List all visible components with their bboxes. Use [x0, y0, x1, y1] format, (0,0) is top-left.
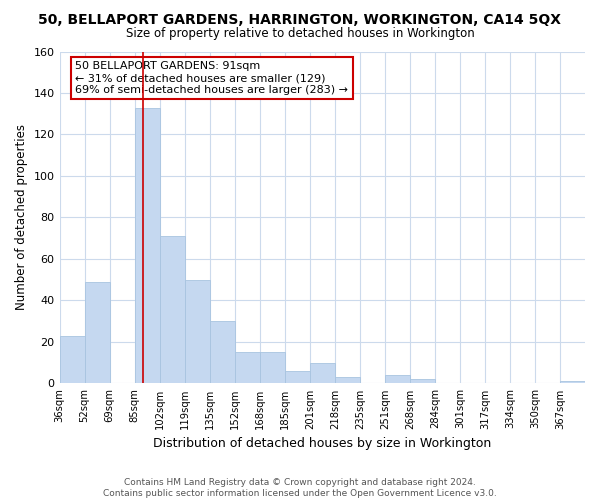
Bar: [134, 108, 160, 384]
Bar: [310, 362, 335, 384]
Text: 50 BELLAPORT GARDENS: 91sqm
← 31% of detached houses are smaller (129)
69% of se: 50 BELLAPORT GARDENS: 91sqm ← 31% of det…: [76, 62, 349, 94]
Text: 50, BELLAPORT GARDENS, HARRINGTON, WORKINGTON, CA14 5QX: 50, BELLAPORT GARDENS, HARRINGTON, WORKI…: [38, 12, 562, 26]
X-axis label: Distribution of detached houses by size in Workington: Distribution of detached houses by size …: [153, 437, 491, 450]
Bar: [560, 382, 585, 384]
Bar: [59, 336, 85, 384]
Bar: [185, 280, 209, 384]
Bar: [385, 375, 410, 384]
Bar: [209, 321, 235, 384]
Bar: [160, 236, 185, 384]
Y-axis label: Number of detached properties: Number of detached properties: [15, 124, 28, 310]
Bar: [335, 377, 360, 384]
Text: Contains HM Land Registry data © Crown copyright and database right 2024.
Contai: Contains HM Land Registry data © Crown c…: [103, 478, 497, 498]
Bar: [260, 352, 285, 384]
Bar: [85, 282, 110, 384]
Text: Size of property relative to detached houses in Workington: Size of property relative to detached ho…: [125, 28, 475, 40]
Bar: [235, 352, 260, 384]
Bar: [285, 371, 310, 384]
Bar: [410, 380, 435, 384]
